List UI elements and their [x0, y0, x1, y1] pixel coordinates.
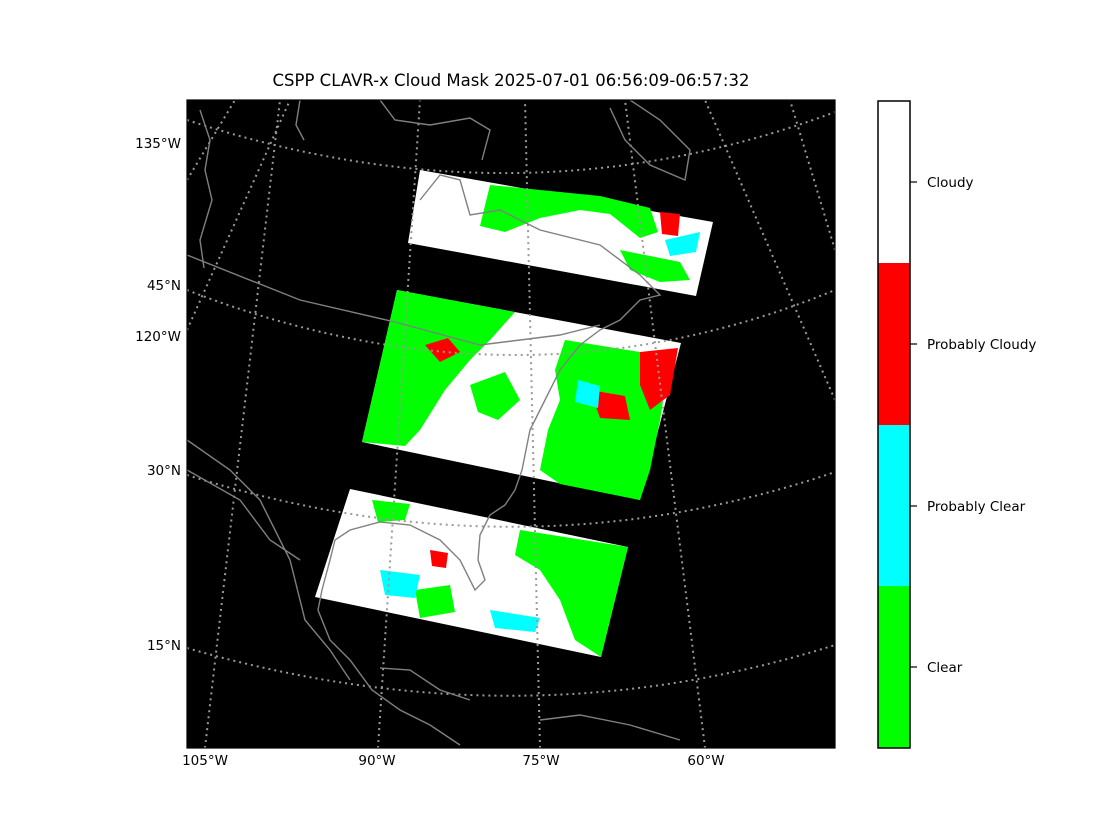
- meridian-30w: [789, 100, 835, 251]
- label-lon-75w: 75°W: [522, 753, 559, 769]
- granule-north-clear-2: [620, 250, 690, 282]
- label-lon-135w: 135°W: [135, 136, 181, 152]
- colorbar-segment-cloudy: [878, 101, 910, 263]
- granule-middle: [362, 290, 681, 500]
- map-frame: [186, 99, 836, 749]
- pacific-northwest-coast: [199, 109, 213, 269]
- label-lat-30n: 30°N: [147, 463, 181, 479]
- meridian-90w: [377, 100, 421, 748]
- cloud-mask-granules: [315, 170, 713, 657]
- granule-south-clear-north: [372, 500, 410, 522]
- coastlines: [187, 100, 691, 746]
- granule-middle-probably-cloudy-2: [640, 348, 678, 410]
- parallel-45n: [187, 289, 835, 356]
- label-lat-15n: 15°N: [147, 638, 181, 654]
- granule-north-probably-clear: [665, 232, 700, 256]
- canada-coast: [295, 100, 305, 141]
- label-lat-45n: 45°N: [147, 278, 181, 294]
- colorbar-segment-clear: [878, 586, 910, 748]
- granule-middle-clear-center: [470, 372, 520, 420]
- us-canada-border: [187, 254, 601, 346]
- colorbar-segment-probably-cloudy: [878, 263, 910, 425]
- granule-south: [315, 489, 628, 657]
- colorbar-label-probably-cloudy: Probably Cloudy: [927, 337, 1036, 353]
- granule-middle-clear-east: [540, 340, 668, 500]
- label-lon-60w: 60°W: [687, 753, 724, 769]
- meridian-45w: [704, 100, 835, 401]
- greenland-coast: [609, 100, 691, 181]
- granule-middle-probably-clear: [575, 380, 600, 408]
- granule-middle-clear-west: [362, 290, 515, 446]
- colorbar-label-probably-clear: Probably Clear: [927, 499, 1026, 515]
- granule-middle-probably-cloudy-3: [590, 390, 630, 420]
- arctic-islands: [379, 100, 491, 161]
- granule-south-probably-clear-2: [490, 610, 540, 632]
- granule-north-probably-cloudy: [660, 212, 680, 236]
- south-america-coast: [539, 714, 681, 741]
- granule-north: [408, 170, 713, 296]
- map-panel: [186, 99, 836, 749]
- colorbar-label-clear: Clear: [927, 660, 963, 676]
- label-lon-90w: 90°W: [358, 753, 395, 769]
- label-lon-105w: 105°W: [182, 753, 228, 769]
- parallel-30n: [187, 471, 835, 528]
- mexico-pacific-coast: [187, 439, 351, 681]
- colorbar-segment-probably-clear: [878, 425, 910, 586]
- figure-title: CSPP CLAVR-x Cloud Mask 2025-07-01 06:56…: [273, 71, 750, 90]
- colorbar-label-cloudy: Cloudy: [927, 175, 974, 191]
- colorbar: Cloudy Probably Cloudy Probably Clear Cl…: [877, 100, 1036, 749]
- granule-south-probably-cloudy: [430, 550, 448, 568]
- mexico-gulf-coast: [317, 589, 461, 746]
- granule-north-clear: [480, 185, 658, 238]
- label-lon-120w: 120°W: [135, 329, 181, 345]
- granule-south-clear-gulf: [415, 585, 455, 618]
- colorbar-frame: [877, 100, 911, 749]
- cuba-coast: [379, 667, 471, 701]
- gulf-coast: [321, 489, 516, 592]
- latitude-longitude-left-labels: 135°W 45°N 120°W 30°N 15°N: [135, 136, 181, 654]
- meridian-105w: [204, 100, 281, 748]
- great-lakes-east-coast: [419, 174, 662, 491]
- parallel-60n: [187, 111, 835, 174]
- granule-middle-probably-cloudy-1: [425, 338, 460, 362]
- meridian-120w: [187, 100, 291, 331]
- us-mexico-border: [187, 469, 301, 561]
- graticule: [187, 100, 835, 748]
- granule-south-probably-clear-1: [380, 570, 420, 598]
- longitude-bottom-labels: 105°W 90°W 75°W 60°W: [182, 753, 725, 769]
- granule-south-clear-east: [515, 530, 628, 657]
- granule-south-swath: [315, 489, 628, 657]
- meridian-60w: [624, 100, 706, 748]
- parallel-15n: [187, 644, 835, 697]
